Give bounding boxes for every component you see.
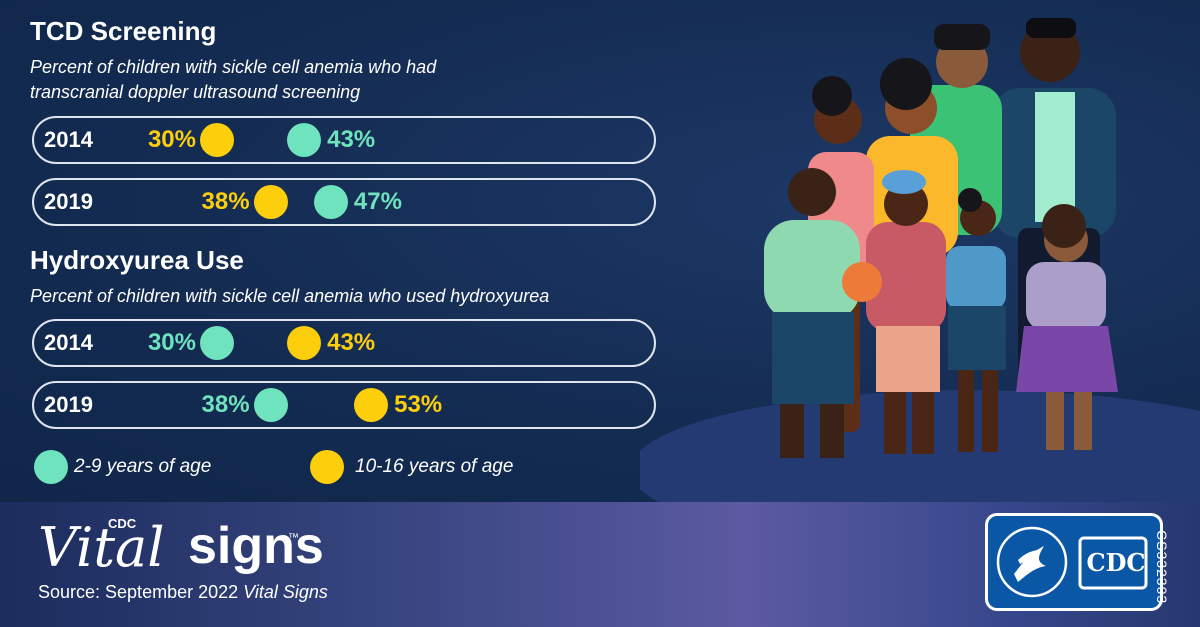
tcd-year-2019: 2019 [44, 189, 93, 214]
tcd-subtitle-line-1: Percent of children with sickle cell ane… [30, 57, 437, 77]
hu-2019-age-10-16-label: 53% [394, 391, 443, 418]
tcd-2014-age-10-16-dot [200, 123, 234, 157]
tcd-row-2019 [32, 178, 656, 226]
hu-year-2014: 2014 [44, 330, 93, 355]
legend-swatch-10-16 [310, 450, 344, 484]
hu-2019-age-10-16-dot [354, 388, 389, 422]
tcd-title: TCD Screening [30, 16, 217, 46]
hydroxyurea-subtitle: Percent of children with sickle cell ane… [30, 286, 550, 306]
hhs-eagle-icon [996, 526, 1148, 598]
vital-signs-brand-vital: Vital [38, 516, 165, 579]
hu-2014-age-2-9-dot [200, 326, 234, 360]
hhs-cdc-logo: CDC [985, 513, 1163, 611]
tcd-2019-age-2-9-dot [313, 185, 348, 219]
hu-year-2019: 2019 [44, 392, 93, 417]
hu-2014-age-10-16-dot [287, 326, 322, 360]
source-italic: Vital Signs [243, 582, 328, 602]
vital-signs-trademark: ™ [288, 532, 299, 544]
hu-2019-age-2-9-dot [253, 388, 288, 422]
vital-signs-brand-cdc: CDC [108, 516, 137, 531]
tcd-subtitle-line-2: transcranial doppler ultrasound screenin… [30, 82, 361, 102]
hu-2014-age-2-9-label: 30% [147, 329, 196, 356]
tcd-2014-age-2-9-dot [287, 123, 322, 157]
tcd-2019-age-2-9-label: 47% [353, 188, 402, 215]
vital-signs-brand-signs: signs [188, 517, 324, 575]
tcd-year-2014: 2014 [44, 127, 93, 152]
family-illustration [640, 18, 1200, 502]
tcd-row-2014 [32, 116, 656, 164]
hu-2014-age-10-16-label: 43% [327, 329, 376, 356]
source-prefix: Source: September 2022 [38, 582, 239, 602]
chart-panel: TCD Screening Percent of children with s… [0, 0, 1200, 502]
hydroxyurea-title: Hydroxyurea Use [30, 245, 244, 275]
legend-label-10-16: 10-16 years of age [355, 456, 514, 477]
legend-label-2-9: 2-9 years of age [74, 456, 212, 477]
hu-row-2019 [32, 381, 656, 429]
publication-code: CS332303 [1154, 530, 1170, 605]
tcd-2014-age-2-9-label: 43% [327, 126, 376, 153]
legend-swatch-2-9 [34, 450, 68, 484]
source-note: Source: September 2022 Vital Signs [38, 582, 328, 603]
tcd-2019-age-10-16-label: 38% [201, 188, 250, 215]
cdc-logo-text: CDC [1086, 548, 1146, 577]
hu-2019-age-2-9-label: 38% [201, 391, 250, 418]
tcd-2014-age-10-16-label: 30% [147, 126, 196, 153]
tcd-2019-age-10-16-dot [253, 185, 288, 219]
hu-row-2014 [32, 319, 656, 367]
